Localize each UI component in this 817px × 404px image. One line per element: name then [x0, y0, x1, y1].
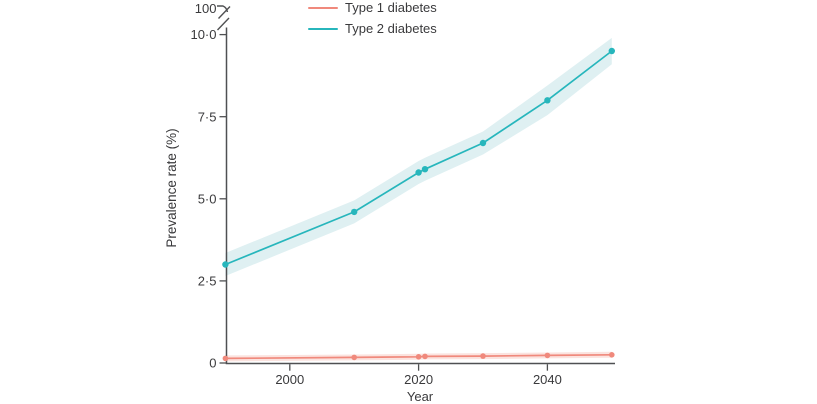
y-axis-title: Prevalence rate (%): [164, 128, 179, 248]
series-1-point: [415, 354, 422, 360]
x-tick-label: 2000: [275, 372, 304, 387]
type1-line-swatch: [308, 7, 338, 9]
legend-item-type1-diabetes: Type 1 diabetes: [308, 0, 437, 16]
series-1-point: [351, 354, 358, 361]
x-axis-title: Year: [406, 389, 434, 404]
y-tick-label: 2·5: [198, 274, 217, 289]
series-1-point: [480, 353, 486, 359]
legend: Type 1 diabetes Type 2 diabetes: [308, 0, 437, 42]
series-1-point: [609, 352, 615, 358]
series-2-point: [421, 166, 429, 173]
y-tick-label: 10·0: [190, 27, 216, 42]
y-axis-break-slash-upper: [217, 6, 231, 19]
y-axis-break-top-tick: [217, 5, 229, 13]
series-2-ci-band: [225, 37, 612, 277]
legend-label-type2: Type 2 diabetes: [345, 21, 437, 36]
series-2-point: [415, 169, 422, 176]
type2-line-swatch: [308, 28, 338, 30]
y-axis-break-slash-lower: [216, 17, 230, 31]
x-tick-label: 2040: [533, 372, 562, 387]
series-2-point: [608, 47, 615, 55]
series-1-point: [544, 352, 551, 359]
y-tick-label: 5·0: [198, 191, 217, 206]
legend-label-type1: Type 1 diabetes: [345, 0, 437, 15]
series-2-point: [222, 261, 229, 268]
series-2-point: [544, 97, 551, 104]
series-1-point: [422, 353, 428, 360]
y-tick-label: 0: [209, 356, 216, 371]
series-2-point: [351, 208, 358, 216]
y-axis-break-label: 100: [195, 1, 217, 16]
legend-item-type2-diabetes: Type 2 diabetes: [308, 21, 437, 37]
y-tick-label: 7·5: [198, 109, 217, 124]
series-1-point: [222, 355, 229, 362]
x-tick-label: 2020: [404, 372, 433, 387]
series-2-point: [479, 139, 487, 147]
